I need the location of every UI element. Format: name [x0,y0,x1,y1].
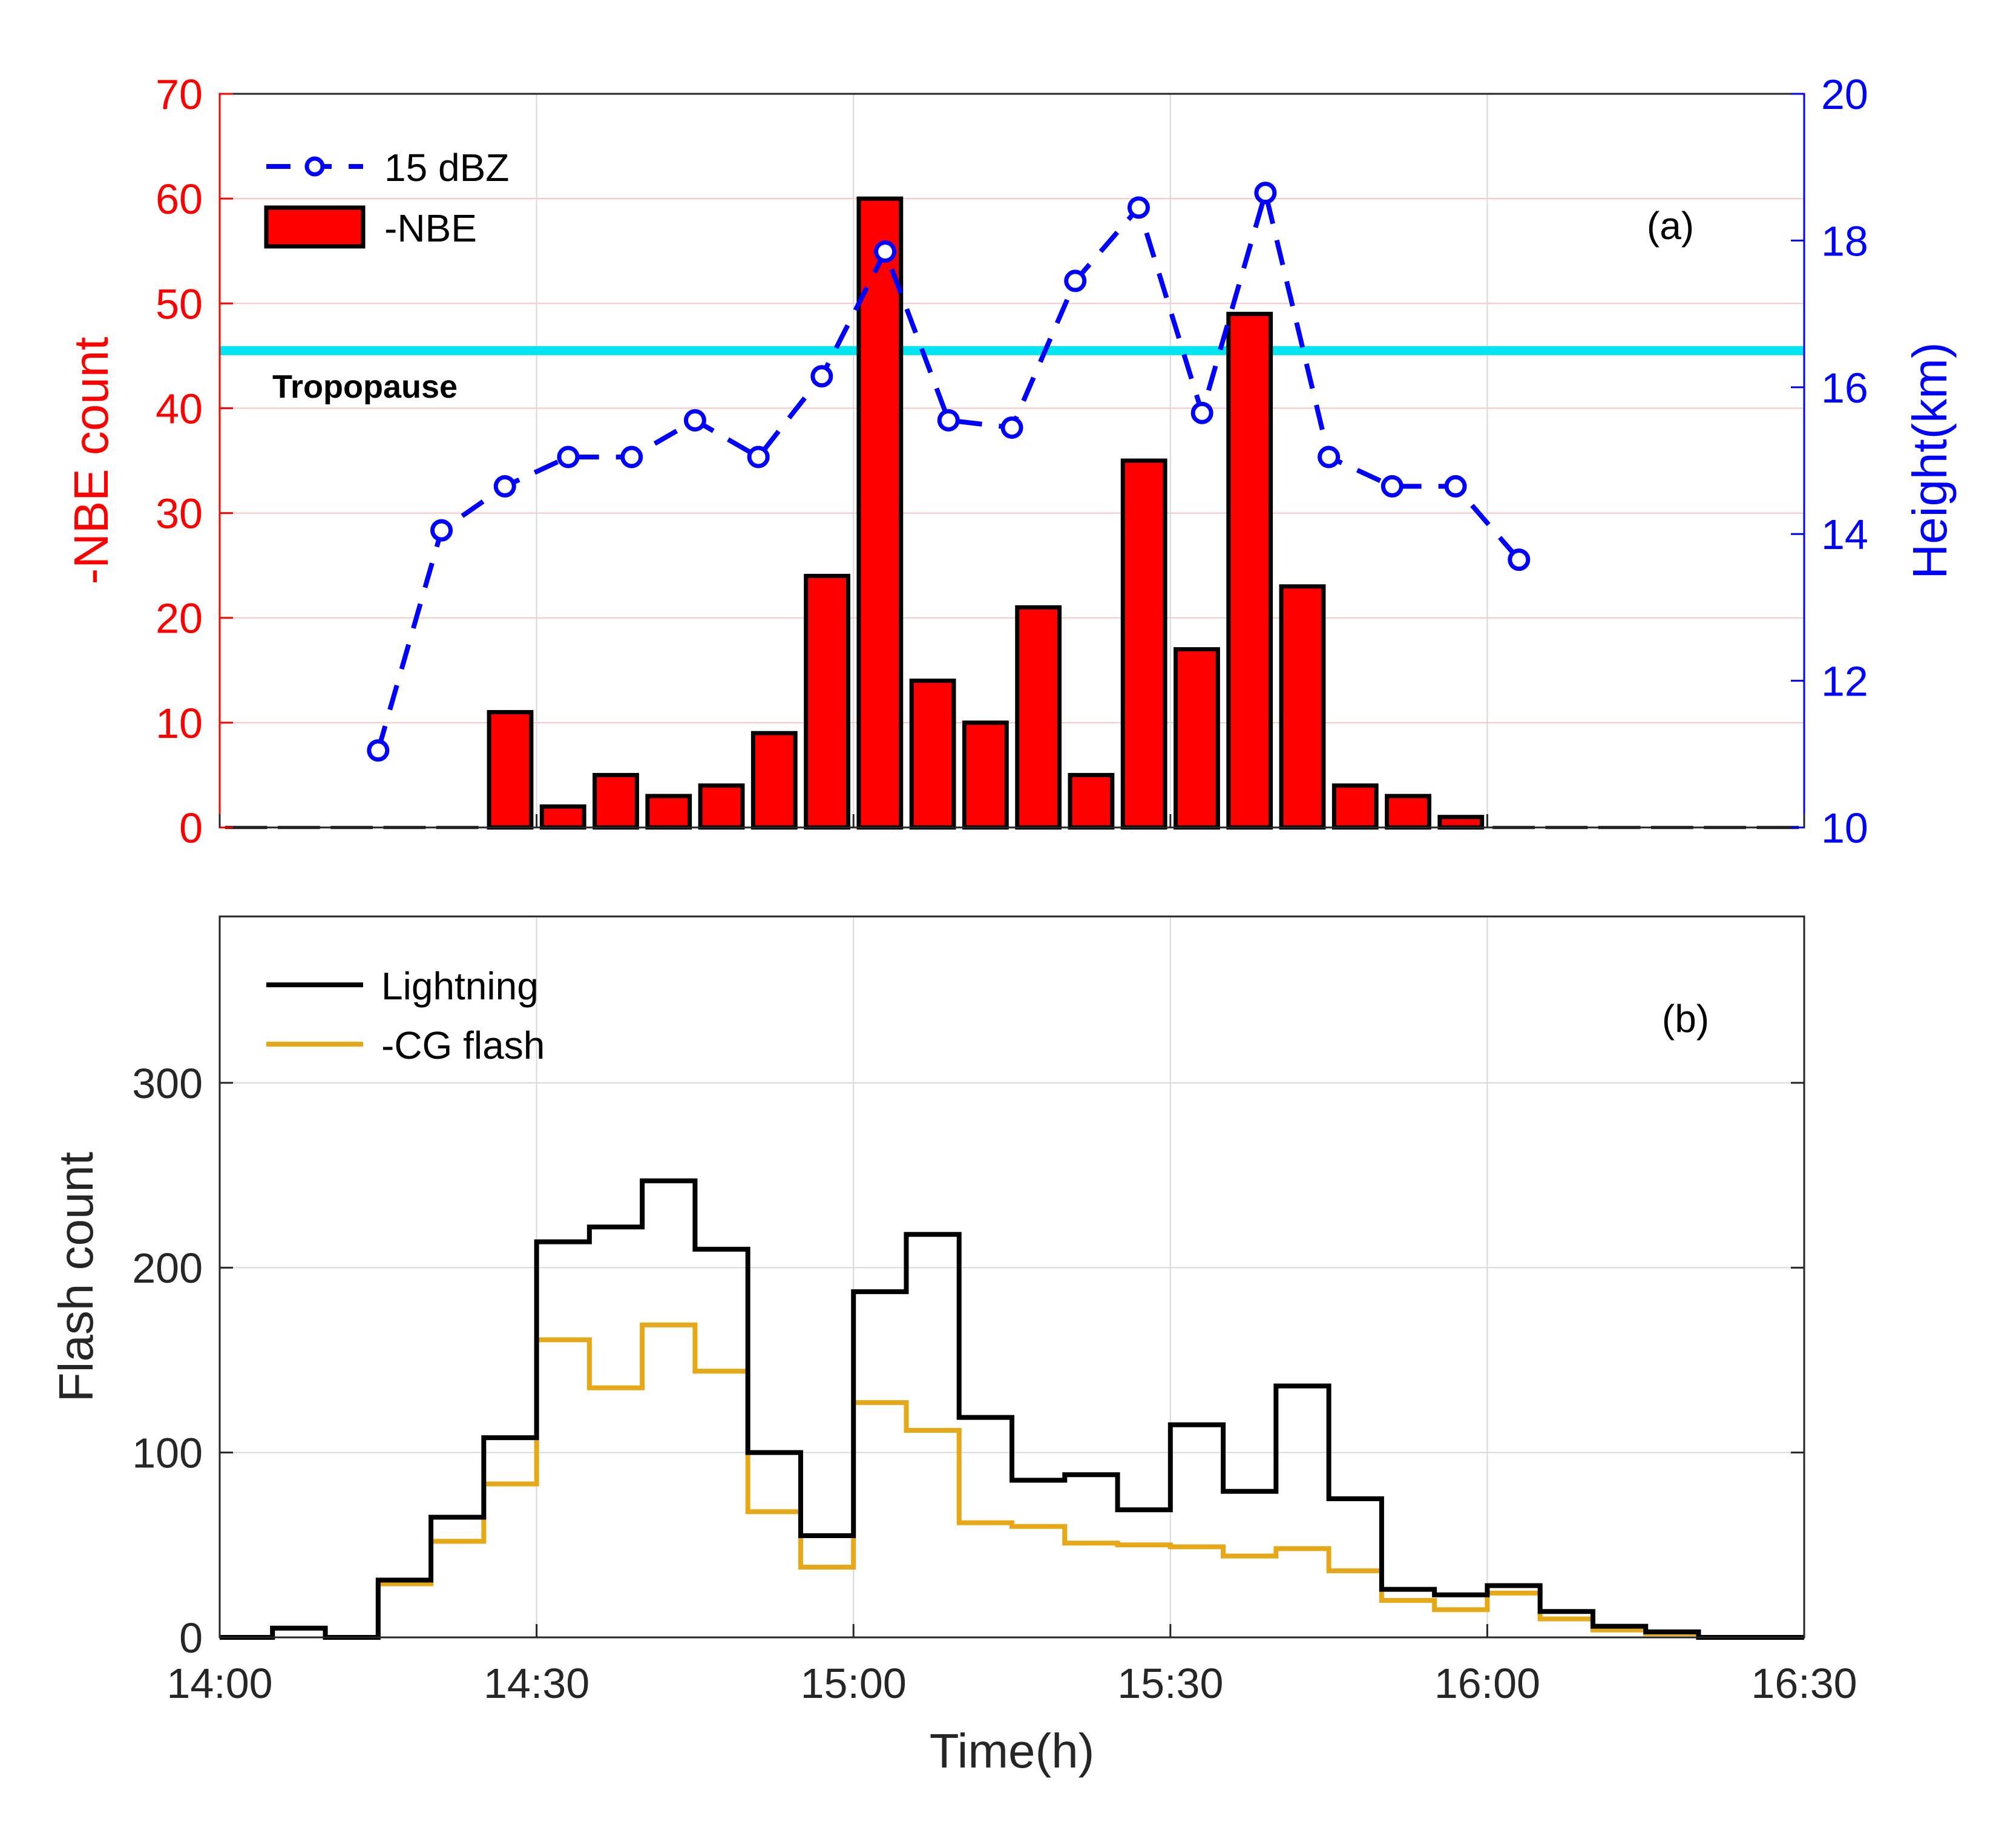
nbe-bar [487,710,534,830]
dbz-point [1127,196,1150,219]
flash-tick-label: 200 [132,1245,203,1292]
nbe-bar [698,783,745,830]
dbz-point [1318,446,1341,469]
dbz-point [1444,475,1467,498]
nbe-bar [1120,458,1167,830]
panel-a-grid [220,94,1804,827]
panel-b: 0 100 200 300 14:00 14:30 15:00 15:30 16:00 16:30… [49,915,1857,1778]
nbe-bar [1174,647,1220,830]
dbz-point [493,475,516,498]
panel-b-label: (b) [1662,997,1709,1041]
time-tick-label: 16:30 [1751,1660,1857,1707]
nbe-bars [225,196,1799,830]
legend-dbz-label: 15 dBZ [384,146,509,189]
legend-nbe-swatch [264,205,366,249]
nbe-bar [645,794,692,830]
flash-axis-title: Flash count [49,1152,103,1403]
dbz-point [810,365,833,388]
nbe-bar [1331,783,1379,830]
dbz-point [430,519,453,542]
height-tick-label: 14 [1821,511,1868,558]
legend-cg-label: -CG flash [381,1024,545,1067]
panel-b-legend: Lightning -CG flash [266,964,545,1067]
legend-dbz-marker [304,156,325,177]
time-tick-label: 15:00 [801,1660,907,1707]
height-tick-label: 20 [1821,71,1868,118]
panel-b-axes: 0 100 200 300 14:00 14:30 15:00 15:30 16:00 16:30 [132,1060,1857,1707]
dbz-point [367,739,390,762]
nbe-bar [1279,584,1326,830]
time-tick-label: 14:30 [484,1660,589,1707]
time-tick-label: 14:00 [166,1660,272,1707]
nbe-bar [750,731,798,830]
panel-b-frame [218,915,1805,1639]
nbe-bar [804,573,850,830]
nbe-bar [1068,772,1115,830]
height-axis-title: Height(km) [1903,342,1957,579]
nbe-tick-label: 20 [156,595,203,642]
nbe-bar [909,679,956,830]
dbz-point [1000,416,1023,439]
dbz-point [1381,475,1404,498]
height-tick-label: 12 [1821,658,1868,705]
dbz-point [1508,548,1531,571]
dbz-point [1190,401,1213,424]
height-tick-label: 18 [1821,217,1868,265]
nbe-axis-title: -NBE count [64,337,118,584]
nbe-tick-label: 70 [156,71,203,118]
dbz-line-series [367,182,1531,762]
dbz-point [620,446,643,469]
nbe-bar [1015,605,1062,830]
nbe-bar [593,772,639,830]
height-tick-label: 16 [1821,364,1868,412]
time-tick-label: 15:30 [1117,1660,1223,1707]
tropopause-label: Tropopause [272,369,458,405]
nbe-bar [1385,794,1431,830]
flash-tick-label: 0 [179,1614,203,1662]
time-axis-title: Time(h) [930,1724,1095,1778]
dbz-point [557,446,580,469]
nbe-bar [1437,815,1485,830]
nbe-bar [1226,312,1273,830]
nbe-bar [539,804,586,830]
panel-a-label: (a) [1647,204,1694,248]
height-tick-label: 10 [1821,804,1868,852]
dbz-point [1254,182,1277,205]
time-tick-label: 16:00 [1434,1660,1540,1707]
dbz-point [874,240,897,263]
legend-nbe-label: -NBE [384,206,477,250]
dbz-point [1064,269,1087,292]
nbe-tick-label: 60 [156,176,203,223]
nbe-bar [962,720,1009,830]
panel-a-axes: 0 10 20 30 40 50 60 70 10 12 14 16 18 20 [156,71,1868,852]
flash-tick-label: 300 [132,1060,203,1107]
nbe-tick-label: 50 [156,280,203,327]
dbz-point [683,409,706,432]
nbe-tick-label: 0 [179,804,203,852]
lightning-step-line [220,1178,1804,1640]
flash-tick-label: 100 [132,1430,203,1477]
dbz-point [747,446,770,469]
nbe-tick-label: 40 [156,385,203,432]
panel-a-legend: 15 dBZ -NBE [264,146,509,250]
nbe-tick-label: 30 [156,490,203,538]
dbz-point [937,409,960,432]
legend-lightning-label: Lightning [381,964,539,1008]
panel-a: 0 10 20 30 40 50 60 70 10 12 14 16 18 20 -NBE count H… [64,71,1957,852]
nbe-tick-label: 10 [156,700,203,747]
